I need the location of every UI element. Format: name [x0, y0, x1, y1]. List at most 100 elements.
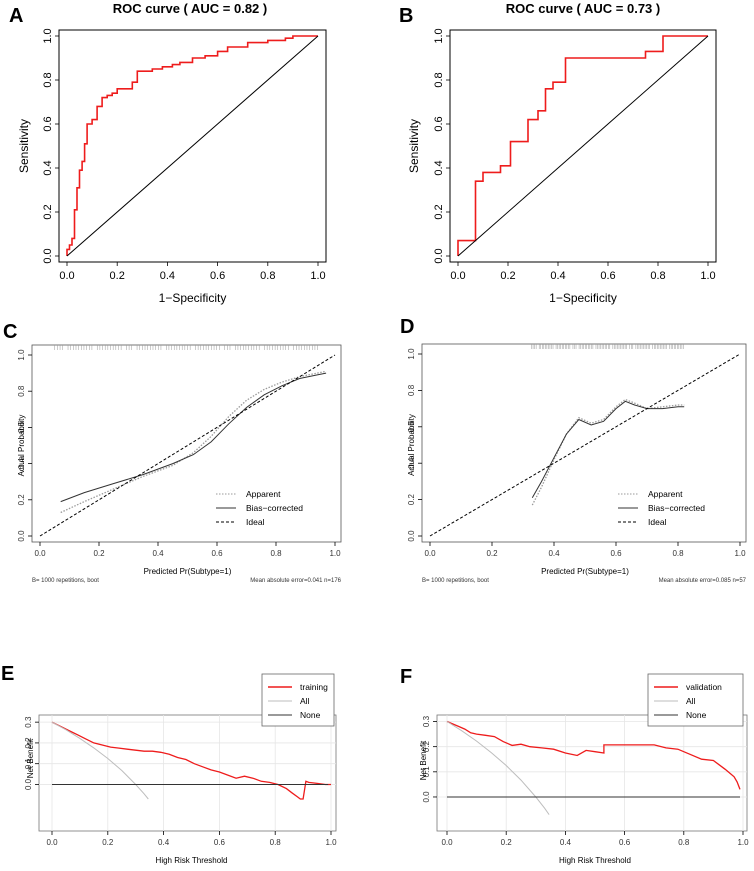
- panel-e-decision-curve-chart: E 0.0 0.2 0.4 0.6 0.8 1.0 0.0 0.1 0.2 0.3 High Risk…: [1, 663, 337, 865]
- x-tick-label: 0.2: [110, 270, 125, 282]
- y-tick-label: 0.8: [42, 72, 54, 87]
- y-tick-label: 0.2: [433, 204, 445, 219]
- series-line-all: [446, 721, 550, 815]
- x-axis-label: 1−Specificity: [159, 291, 227, 305]
- x-tick-label: 0.8: [672, 549, 684, 558]
- x-axis-label: Predicted Pr(Subtype=1): [144, 567, 232, 576]
- x-axis-ticks: 0.0 0.2 0.4 0.6 0.8 1.0: [450, 262, 716, 282]
- y-axis-ticks: 0.0 0.1 0.2 0.3: [24, 716, 39, 790]
- legend: validation All None: [647, 673, 744, 727]
- x-tick-label: 0.0: [34, 549, 46, 558]
- panel-label: B: [399, 5, 413, 27]
- x-tick-label: 0.8: [650, 270, 665, 282]
- panel-c-calibration-chart: C 0.0 0.2 0.4 0.6 0.8 1.0 0.0 0.2 0.4 0.6 0.8 1.0 Pre…: [3, 321, 342, 584]
- panel-f-decision-curve-chart: F 0.0 0.2 0.4 0.6 0.8 1.0 0.0 0.1 0.2 0.3 High Risk…: [400, 666, 749, 865]
- y-tick-label: 0.4: [42, 160, 54, 175]
- y-tick-label: 0.4: [433, 160, 445, 175]
- x-tick-label: 0.6: [610, 549, 622, 558]
- legend-label: None: [686, 710, 707, 720]
- series-group: [51, 721, 331, 800]
- x-tick-label: 0.8: [260, 270, 275, 282]
- x-tick-label: 0.4: [152, 549, 164, 558]
- panel-label: E: [1, 663, 14, 685]
- series-line-roc: [457, 35, 708, 256]
- y-tick-label: 0.4: [407, 457, 416, 469]
- y-axis-ticks: 0.0 0.2 0.4 0.6 0.8 1.0: [17, 349, 32, 542]
- legend-label: training: [300, 682, 328, 692]
- panel-label: D: [400, 316, 414, 338]
- x-axis-label: Predicted Pr(Subtype=1): [541, 567, 629, 576]
- x-tick-label: 0.8: [270, 549, 282, 558]
- y-tick-label: 0.8: [433, 72, 445, 87]
- y-tick-label: 1.0: [407, 348, 416, 360]
- series-line-roc: [66, 35, 318, 256]
- footnote-repetitions: B= 1000 repetitions, boot: [422, 578, 489, 584]
- y-axis-label: Sensitivity: [17, 119, 31, 173]
- y-axis-ticks: 0.0 0.2 0.4 0.6 0.8 1.0: [407, 348, 422, 542]
- legend-box: [647, 673, 744, 727]
- x-tick-label: 1.0: [310, 270, 325, 282]
- legend-label: Bias−corrected: [246, 503, 303, 513]
- y-tick-label: 0.6: [42, 116, 54, 131]
- x-tick-label: 0.4: [158, 838, 170, 847]
- y-tick-label: 0.3: [24, 716, 33, 728]
- chart-title: ROC curve ( AUC = 0.82 ): [113, 1, 267, 16]
- rug-marks: [531, 344, 684, 349]
- series-line-reference: [66, 35, 319, 257]
- x-tick-label: 0.6: [214, 838, 226, 847]
- y-tick-label: 0.3: [422, 715, 431, 727]
- series-line-bias-corrected: [60, 372, 327, 503]
- y-tick-label: 0.0: [42, 248, 54, 263]
- x-tick-label: 1.0: [325, 838, 337, 847]
- series-line-apparent: [531, 398, 685, 506]
- x-tick-label: 0.4: [160, 270, 175, 282]
- series-line-apparent: [60, 370, 327, 514]
- y-tick-label: 0.2: [42, 204, 54, 219]
- series-group: [66, 35, 319, 257]
- x-tick-label: 0.6: [211, 549, 223, 558]
- x-axis-ticks: 0.0 0.2 0.4 0.6 0.8 1.0: [441, 831, 749, 847]
- y-axis-label: Net Benefit: [419, 740, 428, 780]
- legend-label: Ideal: [246, 517, 265, 527]
- y-axis-ticks: 0.0 0.2 0.4 0.6 0.8 1.0: [433, 28, 450, 264]
- x-tick-label: 0.6: [619, 838, 631, 847]
- series-group: [429, 353, 741, 537]
- panel-label: C: [3, 321, 17, 343]
- series-group: [457, 35, 709, 257]
- series-line-training: [51, 721, 331, 800]
- y-tick-label: 0.8: [17, 385, 26, 397]
- x-tick-label: 1.0: [737, 838, 749, 847]
- x-axis-ticks: 0.0 0.2 0.4 0.6 0.8 1.0: [46, 831, 337, 847]
- x-tick-label: 0.0: [441, 838, 453, 847]
- plot-frame: [421, 343, 747, 543]
- x-tick-label: 0.0: [450, 270, 465, 282]
- legend-label: validation: [686, 682, 722, 692]
- x-tick-label: 0.0: [59, 270, 74, 282]
- series-line-all: [51, 721, 149, 800]
- y-tick-label: 1.0: [42, 28, 54, 43]
- y-axis-label: Net Benefit: [26, 738, 35, 778]
- legend-label: None: [300, 710, 321, 720]
- legend: training All None: [261, 673, 335, 727]
- x-tick-label: 0.0: [46, 838, 58, 847]
- series-group: [446, 720, 741, 815]
- x-tick-label: 0.0: [424, 549, 436, 558]
- y-tick-label: 0.0: [17, 530, 26, 542]
- y-axis-ticks: 0.0 0.1 0.2 0.3: [422, 715, 437, 803]
- x-tick-label: 1.0: [700, 270, 715, 282]
- x-tick-label: 0.6: [600, 270, 615, 282]
- x-axis-ticks: 0.0 0.2 0.4 0.6 0.8 1.0: [59, 262, 326, 282]
- legend-label: All: [686, 696, 696, 706]
- x-tick-label: 0.2: [93, 549, 105, 558]
- y-tick-label: 0.4: [17, 457, 26, 469]
- legend: Apparent Bias−corrected Ideal: [216, 489, 303, 527]
- y-tick-label: 0.0: [407, 530, 416, 542]
- y-tick-label: 1.0: [433, 28, 445, 43]
- x-axis-ticks: 0.0 0.2 0.4 0.6 0.8 1.0: [424, 542, 746, 558]
- series-line-ideal: [39, 354, 336, 537]
- y-tick-label: 0.2: [24, 737, 33, 749]
- x-axis-label: High Risk Threshold: [156, 856, 228, 865]
- x-tick-label: 0.8: [678, 838, 690, 847]
- x-axis-label: High Risk Threshold: [559, 856, 631, 865]
